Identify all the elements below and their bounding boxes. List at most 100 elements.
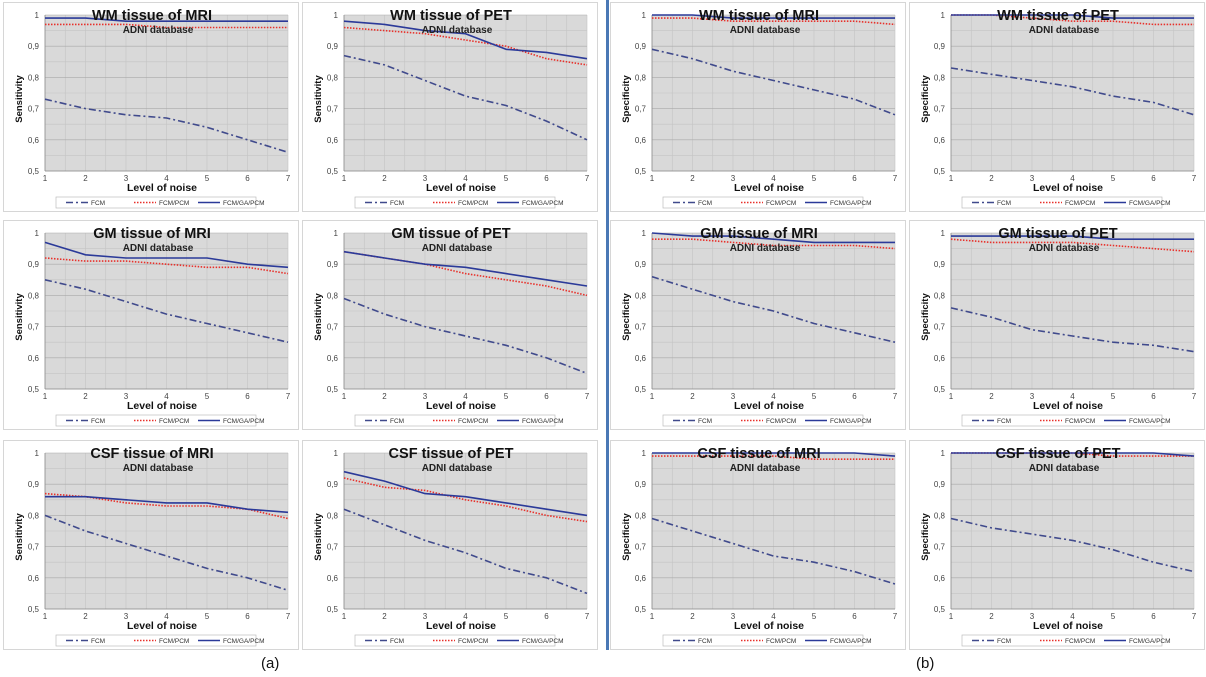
x-tick-label: 5 (205, 174, 210, 183)
x-tick-label: 1 (949, 612, 954, 621)
y-tick-label: 0,5 (934, 605, 946, 614)
chart-svg: 0,5 0,6 0,7 0,8 0,9 1 1 2 3 4 5 6 7 CSF tissue of MRI… (14, 446, 291, 647)
x-tick-label: 6 (245, 612, 250, 621)
legend: FCM FCM/PCM FCM/GA/PCM (961, 634, 1171, 647)
x-tick-label: 4 (1070, 392, 1075, 401)
y-tick-label: 0,5 (934, 167, 946, 176)
x-tick-label: 6 (1151, 392, 1156, 401)
y-tick-label: 0,5 (934, 385, 946, 394)
y-tick-label: 0,9 (28, 42, 40, 51)
chart-svg: 0,5 0,6 0,7 0,8 0,9 1 1 2 3 4 5 6 7 GM tissue of PETA… (313, 226, 590, 427)
series-line-fcm (950, 307, 1195, 353)
y-tick-label: 0,6 (327, 574, 339, 583)
x-tick-label: 1 (949, 174, 954, 183)
y-axis-label: Specificity (621, 293, 632, 341)
y-tick-label: 0,7 (327, 543, 339, 552)
x-tick-label: 2 (989, 612, 994, 621)
x-tick-label: 6 (544, 392, 549, 401)
legend-label: FCM/PCM (766, 638, 796, 645)
x-tick-label: 5 (812, 174, 817, 183)
gridlines (950, 232, 1195, 390)
y-tick-label: 1 (35, 449, 40, 458)
x-tick-label: 7 (585, 392, 590, 401)
x-tick-label: 5 (205, 612, 210, 621)
y-tick-label: 1 (334, 449, 339, 458)
y-tick-label: 0,9 (327, 480, 339, 489)
y-tick-label: 0,7 (934, 105, 946, 114)
series-line-fcm-ga-pcm (343, 20, 588, 60)
chart-panel-a-gm-mri: 0,5 0,6 0,7 0,8 0,9 1 1 2 3 4 5 6 7 GM tissue of MRI A… (3, 220, 299, 430)
legend: FCM FCM/PCM FCM/GA/PCM (55, 634, 265, 647)
chart-panel-b-wm-mri: 0,5 0,6 0,7 0,8 0,9 1 1 2 3 4 5 6 7 WM tissue of MRI A… (610, 2, 906, 212)
y-tick-label: 0,5 (28, 167, 40, 176)
x-tick-label: 7 (893, 174, 898, 183)
legend-label: FCM/GA/PCM (830, 418, 872, 425)
series-line-fcm-ga-pcm (651, 232, 895, 244)
legend-label: FCM/PCM (458, 200, 488, 207)
x-tick-label: 6 (245, 174, 250, 183)
y-axis-label: Specificity (920, 513, 931, 561)
x-tick-label: 6 (245, 392, 250, 401)
legend-label: FCM (997, 200, 1011, 207)
y-tick-label: 0,9 (327, 42, 339, 51)
x-tick-label: 6 (1151, 612, 1156, 621)
chart-subtitle: ADNI database (1029, 243, 1100, 254)
legend-label: FCM (698, 638, 712, 645)
x-tick-label: 4 (1070, 174, 1075, 183)
x-tick-label: 3 (1030, 612, 1035, 621)
y-tick-label: 0,6 (327, 136, 339, 145)
chart-svg: 0,5 0,6 0,7 0,8 0,9 1 1 2 3 4 5 6 7 GM tissue of PETA… (920, 226, 1197, 427)
y-tick-label: 0,7 (327, 323, 339, 332)
legend-label: FCM/PCM (1065, 638, 1095, 645)
y-tick-label: 0,5 (327, 385, 339, 394)
figure-divider (606, 0, 609, 650)
x-tick-label: 2 (83, 174, 88, 183)
legend-label: FCM (698, 418, 712, 425)
y-tick-label: 0,6 (934, 354, 946, 363)
y-tick-label: 0,6 (934, 574, 946, 583)
y-tick-label: 0,8 (635, 511, 647, 520)
chart-panel-b-csf-pet: 0,5 0,6 0,7 0,8 0,9 1 1 2 3 4 5 6 7 CSF tissue of PET… (909, 440, 1205, 650)
legend-label: FCM/PCM (1065, 200, 1095, 207)
y-tick-label: 0,8 (327, 291, 339, 300)
y-tick-label: 1 (334, 229, 339, 238)
chart-panel-a-csf-mri: 0,5 0,6 0,7 0,8 0,9 1 1 2 3 4 5 6 7 CSF tissue of MRI… (3, 440, 299, 650)
chart-panel-a-wm-mri: 0,5 0,6 0,7 0,8 0,9 1 1 2 3 4 5 6 7 WM tissue of MRI A… (3, 2, 299, 212)
x-axis-label: Level of noise (426, 182, 496, 194)
series-line-fcm (651, 48, 896, 116)
x-tick-label: 7 (1192, 174, 1197, 183)
y-tick-label: 0,7 (635, 105, 647, 114)
y-tick-label: 1 (941, 449, 946, 458)
x-tick-label: 5 (504, 612, 509, 621)
series-line-fcm (950, 517, 1195, 573)
x-tick-label: 2 (690, 392, 695, 401)
x-axis-label: Level of noise (1033, 182, 1103, 194)
chart-svg: 0,5 0,6 0,7 0,8 0,9 1 1 2 3 4 5 6 7 CSF tissue of MRI… (621, 446, 898, 647)
x-tick-label: 6 (852, 392, 857, 401)
y-tick-label: 0,7 (28, 543, 40, 552)
x-tick-label: 2 (83, 612, 88, 621)
x-tick-label: 6 (1151, 174, 1156, 183)
legend-label: FCM/GA/PCM (522, 200, 564, 207)
chart-subtitle: ADNI database (422, 463, 493, 474)
chart-panel-b-gm-mri: 0,5 0,6 0,7 0,8 0,9 1 1 2 3 4 5 6 7 GM tissue of MRI A… (610, 220, 906, 430)
x-tick-label: 4 (771, 392, 776, 401)
y-tick-label: 1 (941, 11, 946, 20)
y-tick-label: 0,9 (934, 480, 946, 489)
y-axis-label: Specificity (621, 75, 632, 123)
chart-subtitle: ADNI database (123, 25, 194, 36)
y-tick-label: 0,8 (635, 291, 647, 300)
chart-panel-b-csf-mri: 0,5 0,6 0,7 0,8 0,9 1 1 2 3 4 5 6 7 CSF tissue of MRI… (610, 440, 906, 650)
series-line-fcm-ga-pcm (45, 495, 289, 514)
gridlines (44, 232, 289, 390)
y-axis-label: Sensitivity (14, 293, 25, 341)
legend-label: FCM (91, 638, 105, 645)
x-tick-label: 5 (1111, 392, 1116, 401)
legend: FCM FCM/PCM FCM/GA/PCM (662, 634, 872, 647)
series-line-fcm-pcm (343, 250, 588, 297)
chart-svg: 0,5 0,6 0,7 0,8 0,9 1 1 2 3 4 5 6 7 WM tissue of MRIA… (621, 8, 898, 209)
chart-panel-b-gm-pet: 0,5 0,6 0,7 0,8 0,9 1 1 2 3 4 5 6 7 GM tissue of PET A… (909, 220, 1205, 430)
x-tick-label: 1 (43, 612, 48, 621)
y-tick-label: 0,5 (635, 605, 647, 614)
x-tick-label: 4 (164, 392, 169, 401)
